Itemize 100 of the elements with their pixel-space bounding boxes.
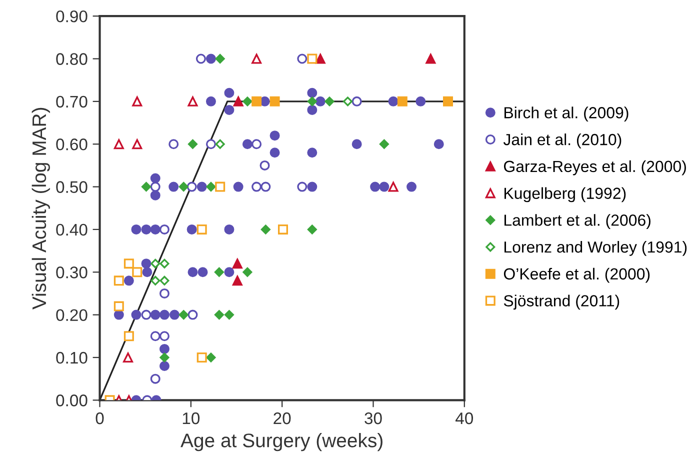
point [114,301,124,312]
x-tick-label: 30 [364,412,382,424]
point [196,224,207,234]
point [150,224,160,234]
point [297,182,308,192]
point [214,267,224,277]
x-tick-label: 40 [456,412,474,424]
point [342,96,352,106]
point [252,54,262,64]
point [150,258,160,268]
point [150,190,160,200]
point [388,96,398,106]
point [307,104,318,115]
point [198,267,208,278]
point [260,160,270,170]
point [159,361,170,372]
point [324,96,334,106]
point [196,352,207,362]
point [132,139,142,150]
point [270,148,280,158]
point [141,310,152,320]
point [150,310,160,320]
x-axis-title: Age at Surgery (weeks) [180,433,382,452]
point [307,224,317,234]
point [232,276,242,286]
point [232,258,242,269]
y-tick-label: 0.70 [56,96,88,108]
point [397,96,408,106]
point [260,182,271,192]
x-tick-label: 0 [96,412,104,424]
point [270,96,280,106]
point [307,148,318,158]
point [196,54,206,64]
point [132,96,142,106]
point [442,96,453,106]
point [150,276,160,286]
point [406,182,417,192]
point [307,88,318,98]
y-tick-label: 0.30 [56,266,88,278]
point [416,96,426,106]
point [426,54,436,64]
point [206,96,216,106]
legend-label: Sjöstrand (2011) [504,294,620,310]
point [168,182,179,192]
legend-label: O’Keefe et al. (2000) [504,268,650,283]
point [159,224,170,234]
point [260,224,270,234]
point [150,182,160,192]
y-tick-label: 0.60 [56,138,88,150]
point [379,139,389,149]
legend-label: Lorenz and Worley (1991) [504,240,687,256]
point [224,310,234,320]
legend-label: Birch et al. (2009) [504,106,628,122]
legend-label: Jain et al. (2010) [503,134,622,148]
point [307,54,318,64]
point [214,310,224,320]
y-tick-label: 0.20 [56,309,88,322]
point [124,258,134,269]
point [188,96,198,106]
point [278,224,288,234]
point [141,258,152,269]
legend-label: Kugelberg (1992) [504,187,626,202]
point [124,331,134,342]
point [114,276,124,286]
point [141,182,152,192]
y-tick-label: 0.90 [56,10,88,22]
point [388,182,398,192]
point [252,96,262,106]
point [159,331,170,342]
point [307,96,317,106]
point [150,374,160,384]
point [188,310,198,320]
point [131,310,142,320]
point [233,182,244,192]
point [252,139,262,150]
point [215,54,225,64]
point [142,267,152,278]
point [242,96,252,106]
point [159,288,170,298]
point [124,276,134,286]
point [206,54,216,64]
point [114,310,124,320]
point [123,352,134,362]
x-tick-label: 20 [274,412,291,424]
point [270,130,280,141]
point [224,267,234,278]
point [315,96,326,106]
point [206,352,216,362]
point [196,182,207,192]
point [215,139,225,149]
point [434,139,444,150]
point [160,352,170,362]
y-tick-label: 0.50 [56,181,88,193]
point [160,258,170,268]
point [141,224,152,234]
point [352,139,362,150]
point [370,182,380,192]
point [188,139,198,149]
point [159,344,170,354]
point [224,224,234,234]
